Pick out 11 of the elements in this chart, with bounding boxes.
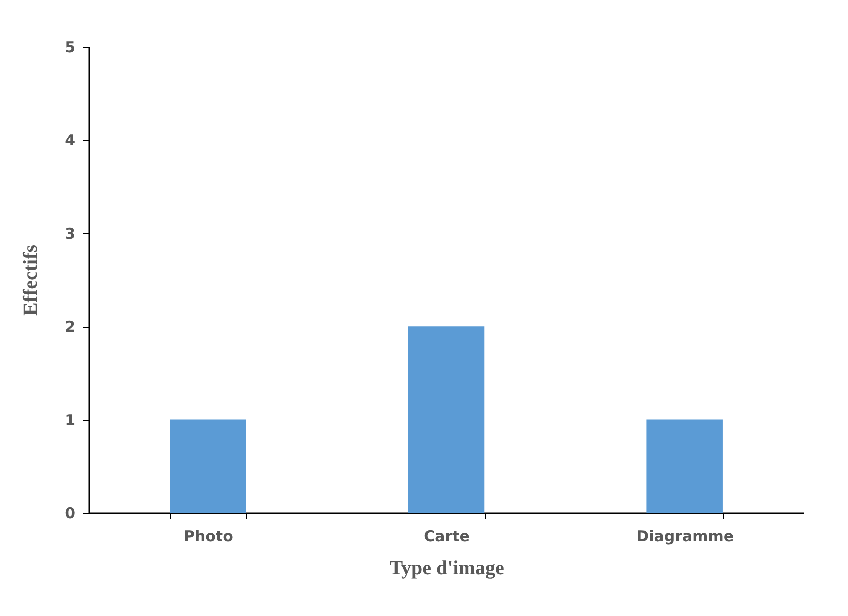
y-tick-label: 2 (65, 318, 76, 336)
x-tick-label: Photo (184, 528, 234, 546)
y-tick-label: 4 (65, 132, 76, 150)
y-tick-label: 1 (65, 411, 76, 430)
x-tick-label: Diagramme (636, 528, 734, 546)
x-axis-title: Type d'image (390, 558, 504, 580)
y-tick-label: 5 (65, 38, 76, 56)
y-axis-title: Effectifs (20, 244, 42, 316)
x-tick-label: Carte (424, 528, 470, 546)
y-tick-label: 0 (65, 504, 76, 522)
y-tick-label: 3 (65, 224, 76, 243)
